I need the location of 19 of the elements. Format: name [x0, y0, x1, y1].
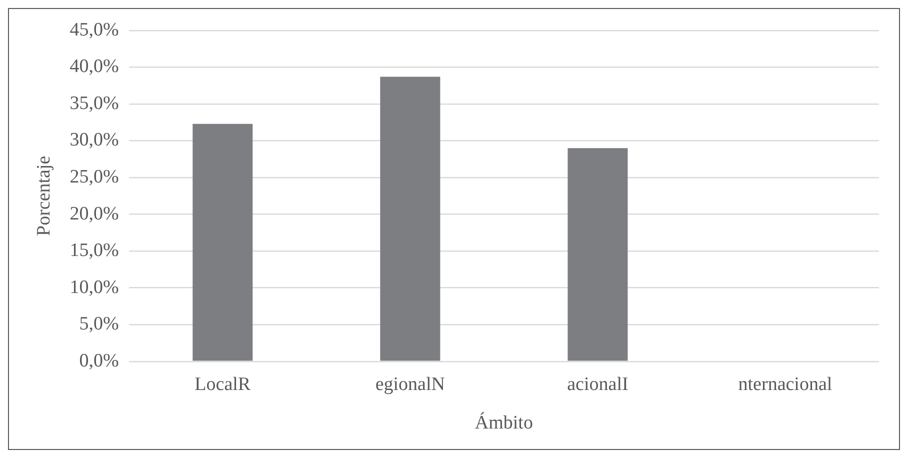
- x-tick-label: nternacional: [738, 374, 832, 395]
- y-tick-label: 10,0%: [70, 276, 120, 298]
- y-axis-title: Porcentaje: [33, 156, 54, 236]
- y-tick-label: 30,0%: [70, 130, 120, 151]
- x-tick-label: LocalR: [194, 374, 251, 395]
- y-tick-label: 5,0%: [79, 314, 120, 335]
- bar: [380, 76, 440, 361]
- y-tick-label: 45,0%: [70, 19, 120, 40]
- bar: [192, 124, 253, 361]
- y-tick-label: 15,0%: [70, 240, 120, 262]
- y-tick-label: 40,0%: [70, 56, 120, 78]
- x-tick-label: acionalI: [567, 374, 628, 395]
- x-tick-label: egionalN: [375, 374, 446, 395]
- bar: [568, 148, 628, 361]
- x-axis-title: Ámbito: [474, 412, 533, 434]
- y-tick-label: 0,0%: [79, 350, 120, 372]
- y-tick-label: 35,0%: [70, 92, 120, 114]
- y-tick-label: 20,0%: [70, 203, 120, 224]
- y-tick-label: 25,0%: [70, 166, 120, 188]
